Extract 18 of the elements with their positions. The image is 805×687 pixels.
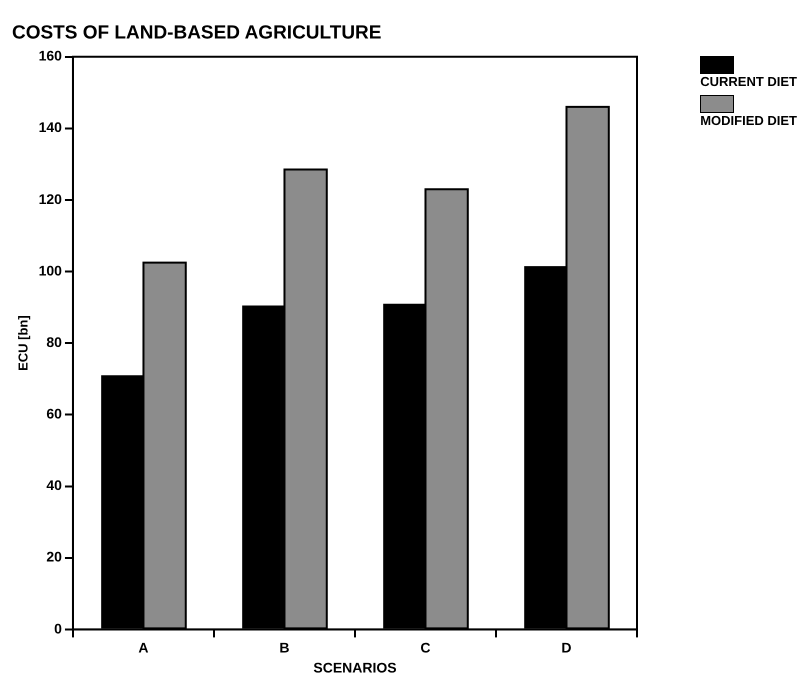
chart-title: COSTS OF LAND-BASED AGRICULTURE [12, 22, 382, 44]
y-tick-label: 40 [46, 477, 62, 494]
x-axis-title: SCENARIOS [313, 659, 397, 676]
legend-label: CURRENT DIET [700, 74, 797, 89]
y-tick-label: 140 [38, 119, 62, 136]
y-tick-label: 120 [38, 190, 62, 207]
y-axis-title: ECU [bn] [15, 315, 30, 371]
y-tick-label: 0 [54, 620, 62, 636]
legend-label: MODIFIED DIET [700, 113, 797, 128]
x-tick-label: D [561, 640, 572, 656]
y-tick-label: 80 [46, 334, 62, 350]
y-tick-label: 60 [46, 406, 62, 422]
y-tick-label: 100 [38, 262, 62, 278]
y-tick-label: 20 [46, 548, 62, 565]
x-tick-label: A [138, 640, 149, 656]
x-tick-label: B [279, 640, 290, 656]
x-tick-label: C [420, 640, 431, 656]
y-tick-label: 160 [38, 48, 62, 64]
